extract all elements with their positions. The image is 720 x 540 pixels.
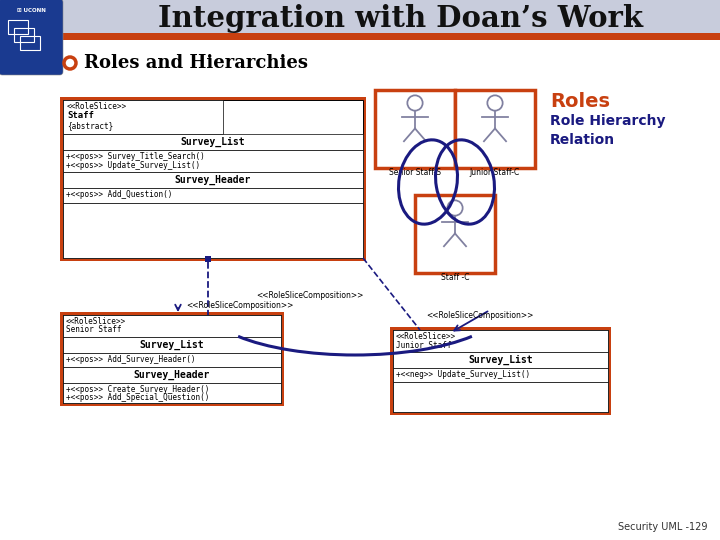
Circle shape <box>487 96 503 111</box>
Bar <box>393 330 608 352</box>
FancyBboxPatch shape <box>0 0 63 75</box>
Bar <box>63 353 281 367</box>
Bar <box>60 97 366 261</box>
Bar <box>375 90 455 168</box>
Text: Survey_List: Survey_List <box>468 355 533 365</box>
Bar <box>63 367 281 383</box>
Bar <box>20 36 40 50</box>
Bar <box>63 337 281 353</box>
Text: Junior Staff-C: Junior Staff-C <box>470 168 520 177</box>
Text: <<RoleSlice>>: <<RoleSlice>> <box>396 332 456 341</box>
Text: +<<pos>> Add_Special_Question(): +<<pos>> Add_Special_Question() <box>66 394 210 402</box>
Bar <box>63 100 223 134</box>
Bar <box>393 382 608 412</box>
Text: <<RoleSlice>>: <<RoleSlice>> <box>67 102 127 111</box>
Circle shape <box>447 200 463 215</box>
Text: Role Hierarchy
Relation: Role Hierarchy Relation <box>550 114 665 147</box>
Text: +<<pos>> Add_Survey_Header(): +<<pos>> Add_Survey_Header() <box>66 355 196 364</box>
Text: {abstract}: {abstract} <box>67 121 113 130</box>
Text: Roles and Hierarchies: Roles and Hierarchies <box>84 54 308 72</box>
Text: Senior Staff-S: Senior Staff-S <box>389 168 441 177</box>
Bar <box>390 327 611 415</box>
Text: Survey_Header: Survey_Header <box>134 370 210 380</box>
Bar <box>63 203 363 258</box>
Text: +<<pos>> Create_Survey_Header(): +<<pos>> Create_Survey_Header() <box>66 385 210 394</box>
Text: +<<pos>> Add_Question(): +<<pos>> Add_Question() <box>66 190 172 199</box>
Bar <box>8 20 28 34</box>
Bar <box>63 188 363 203</box>
Text: Survey_Header: Survey_Header <box>175 175 251 185</box>
Text: +<<pos>> Survey_Title_Search(): +<<pos>> Survey_Title_Search() <box>66 152 204 161</box>
Bar <box>63 315 281 337</box>
Text: ⊞ UCONN: ⊞ UCONN <box>17 8 45 13</box>
Text: Roles: Roles <box>550 92 610 111</box>
Bar <box>63 315 281 403</box>
Bar <box>63 383 281 403</box>
Bar <box>205 256 211 262</box>
Bar <box>14 28 34 42</box>
Bar <box>63 134 363 150</box>
Text: <<RoleSliceComposition>>: <<RoleSliceComposition>> <box>256 291 364 300</box>
Text: Survey_List: Survey_List <box>181 137 246 147</box>
Text: +<<pos>> Update_Survey_List(): +<<pos>> Update_Survey_List() <box>66 161 200 170</box>
Text: <<RoleSliceComposition>>: <<RoleSliceComposition>> <box>186 301 294 310</box>
Text: <<RoleSlice>>: <<RoleSlice>> <box>66 317 126 326</box>
Bar <box>63 172 363 188</box>
Bar <box>63 150 363 172</box>
Text: Staff -C: Staff -C <box>441 273 469 282</box>
Text: Senior Staff: Senior Staff <box>66 326 122 334</box>
Text: Staff: Staff <box>67 111 94 120</box>
Text: Junior Staff: Junior Staff <box>396 341 451 349</box>
Bar <box>393 330 608 412</box>
Text: <<RoleSliceComposition>>: <<RoleSliceComposition>> <box>426 311 534 320</box>
Bar <box>455 90 535 168</box>
Text: +<<neg>> Update_Survey_List(): +<<neg>> Update_Survey_List() <box>396 370 530 379</box>
Bar <box>393 352 608 368</box>
Text: Survey_List: Survey_List <box>140 340 204 350</box>
Bar <box>0 33 720 40</box>
Text: Security UML -129: Security UML -129 <box>618 522 708 532</box>
Text: Integration with Doan’s Work: Integration with Doan’s Work <box>158 4 642 33</box>
Bar <box>415 195 495 273</box>
Bar <box>60 312 284 406</box>
Bar <box>393 368 608 382</box>
Bar <box>63 100 363 258</box>
Circle shape <box>408 96 423 111</box>
